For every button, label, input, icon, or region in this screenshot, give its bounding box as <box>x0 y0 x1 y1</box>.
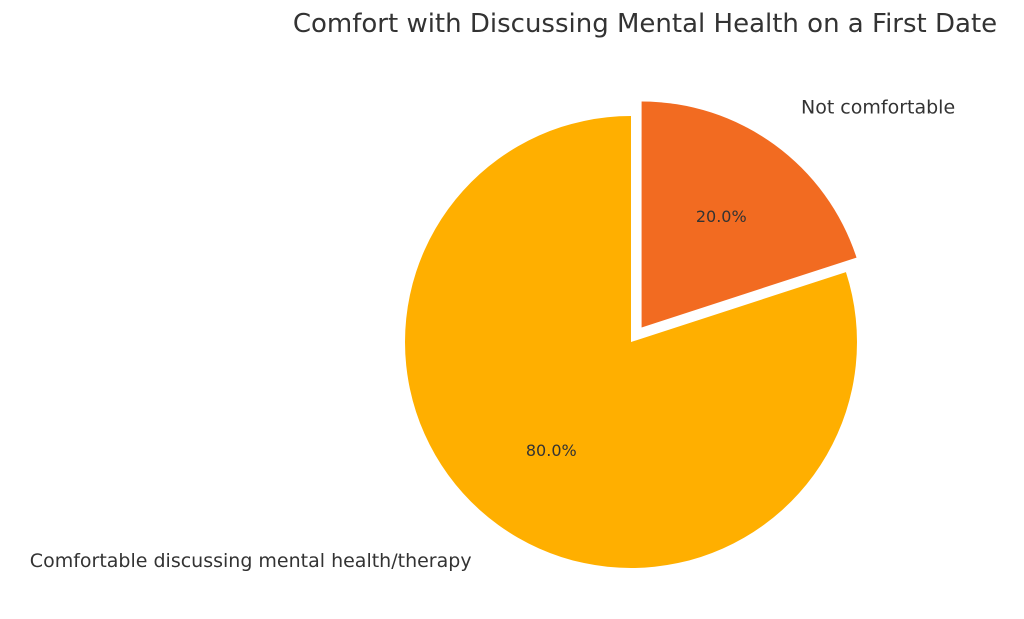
slice-label-not-comfortable: Not comfortable <box>801 97 955 119</box>
pie-slice-not-comfortable <box>641 101 857 328</box>
chart-title: Comfort with Discussing Mental Health on… <box>293 9 997 39</box>
pie-slice-comfortable <box>404 116 858 568</box>
slice-label-comfortable: Comfortable discussing mental health/the… <box>30 550 472 572</box>
percent-label-not-comfortable: 20.0% <box>696 207 747 226</box>
percent-label-comfortable: 80.0% <box>526 441 577 460</box>
